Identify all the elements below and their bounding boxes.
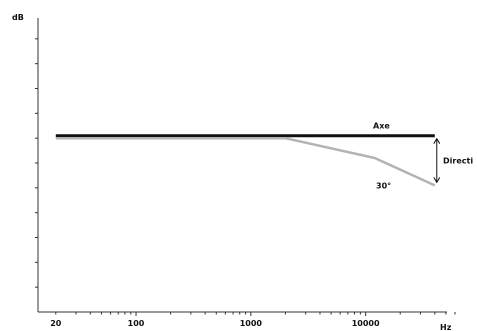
x-tick-label: 1000 xyxy=(240,319,263,328)
directivity-label: Directi xyxy=(443,157,473,166)
x-tick-label: 10000 xyxy=(352,319,380,328)
x-tick-label: 100 xyxy=(128,319,145,328)
series-label-axe: Axe xyxy=(373,122,390,131)
series-label-30deg: 30° xyxy=(376,181,391,190)
y-axis-label: dB xyxy=(12,13,24,22)
arrow-head-up-icon xyxy=(433,137,441,144)
series-line-30deg xyxy=(55,136,436,187)
x-axis-label: Hz xyxy=(440,323,452,331)
arrow-head-down-icon xyxy=(433,177,441,184)
x-tick-label: 20 xyxy=(50,319,62,328)
